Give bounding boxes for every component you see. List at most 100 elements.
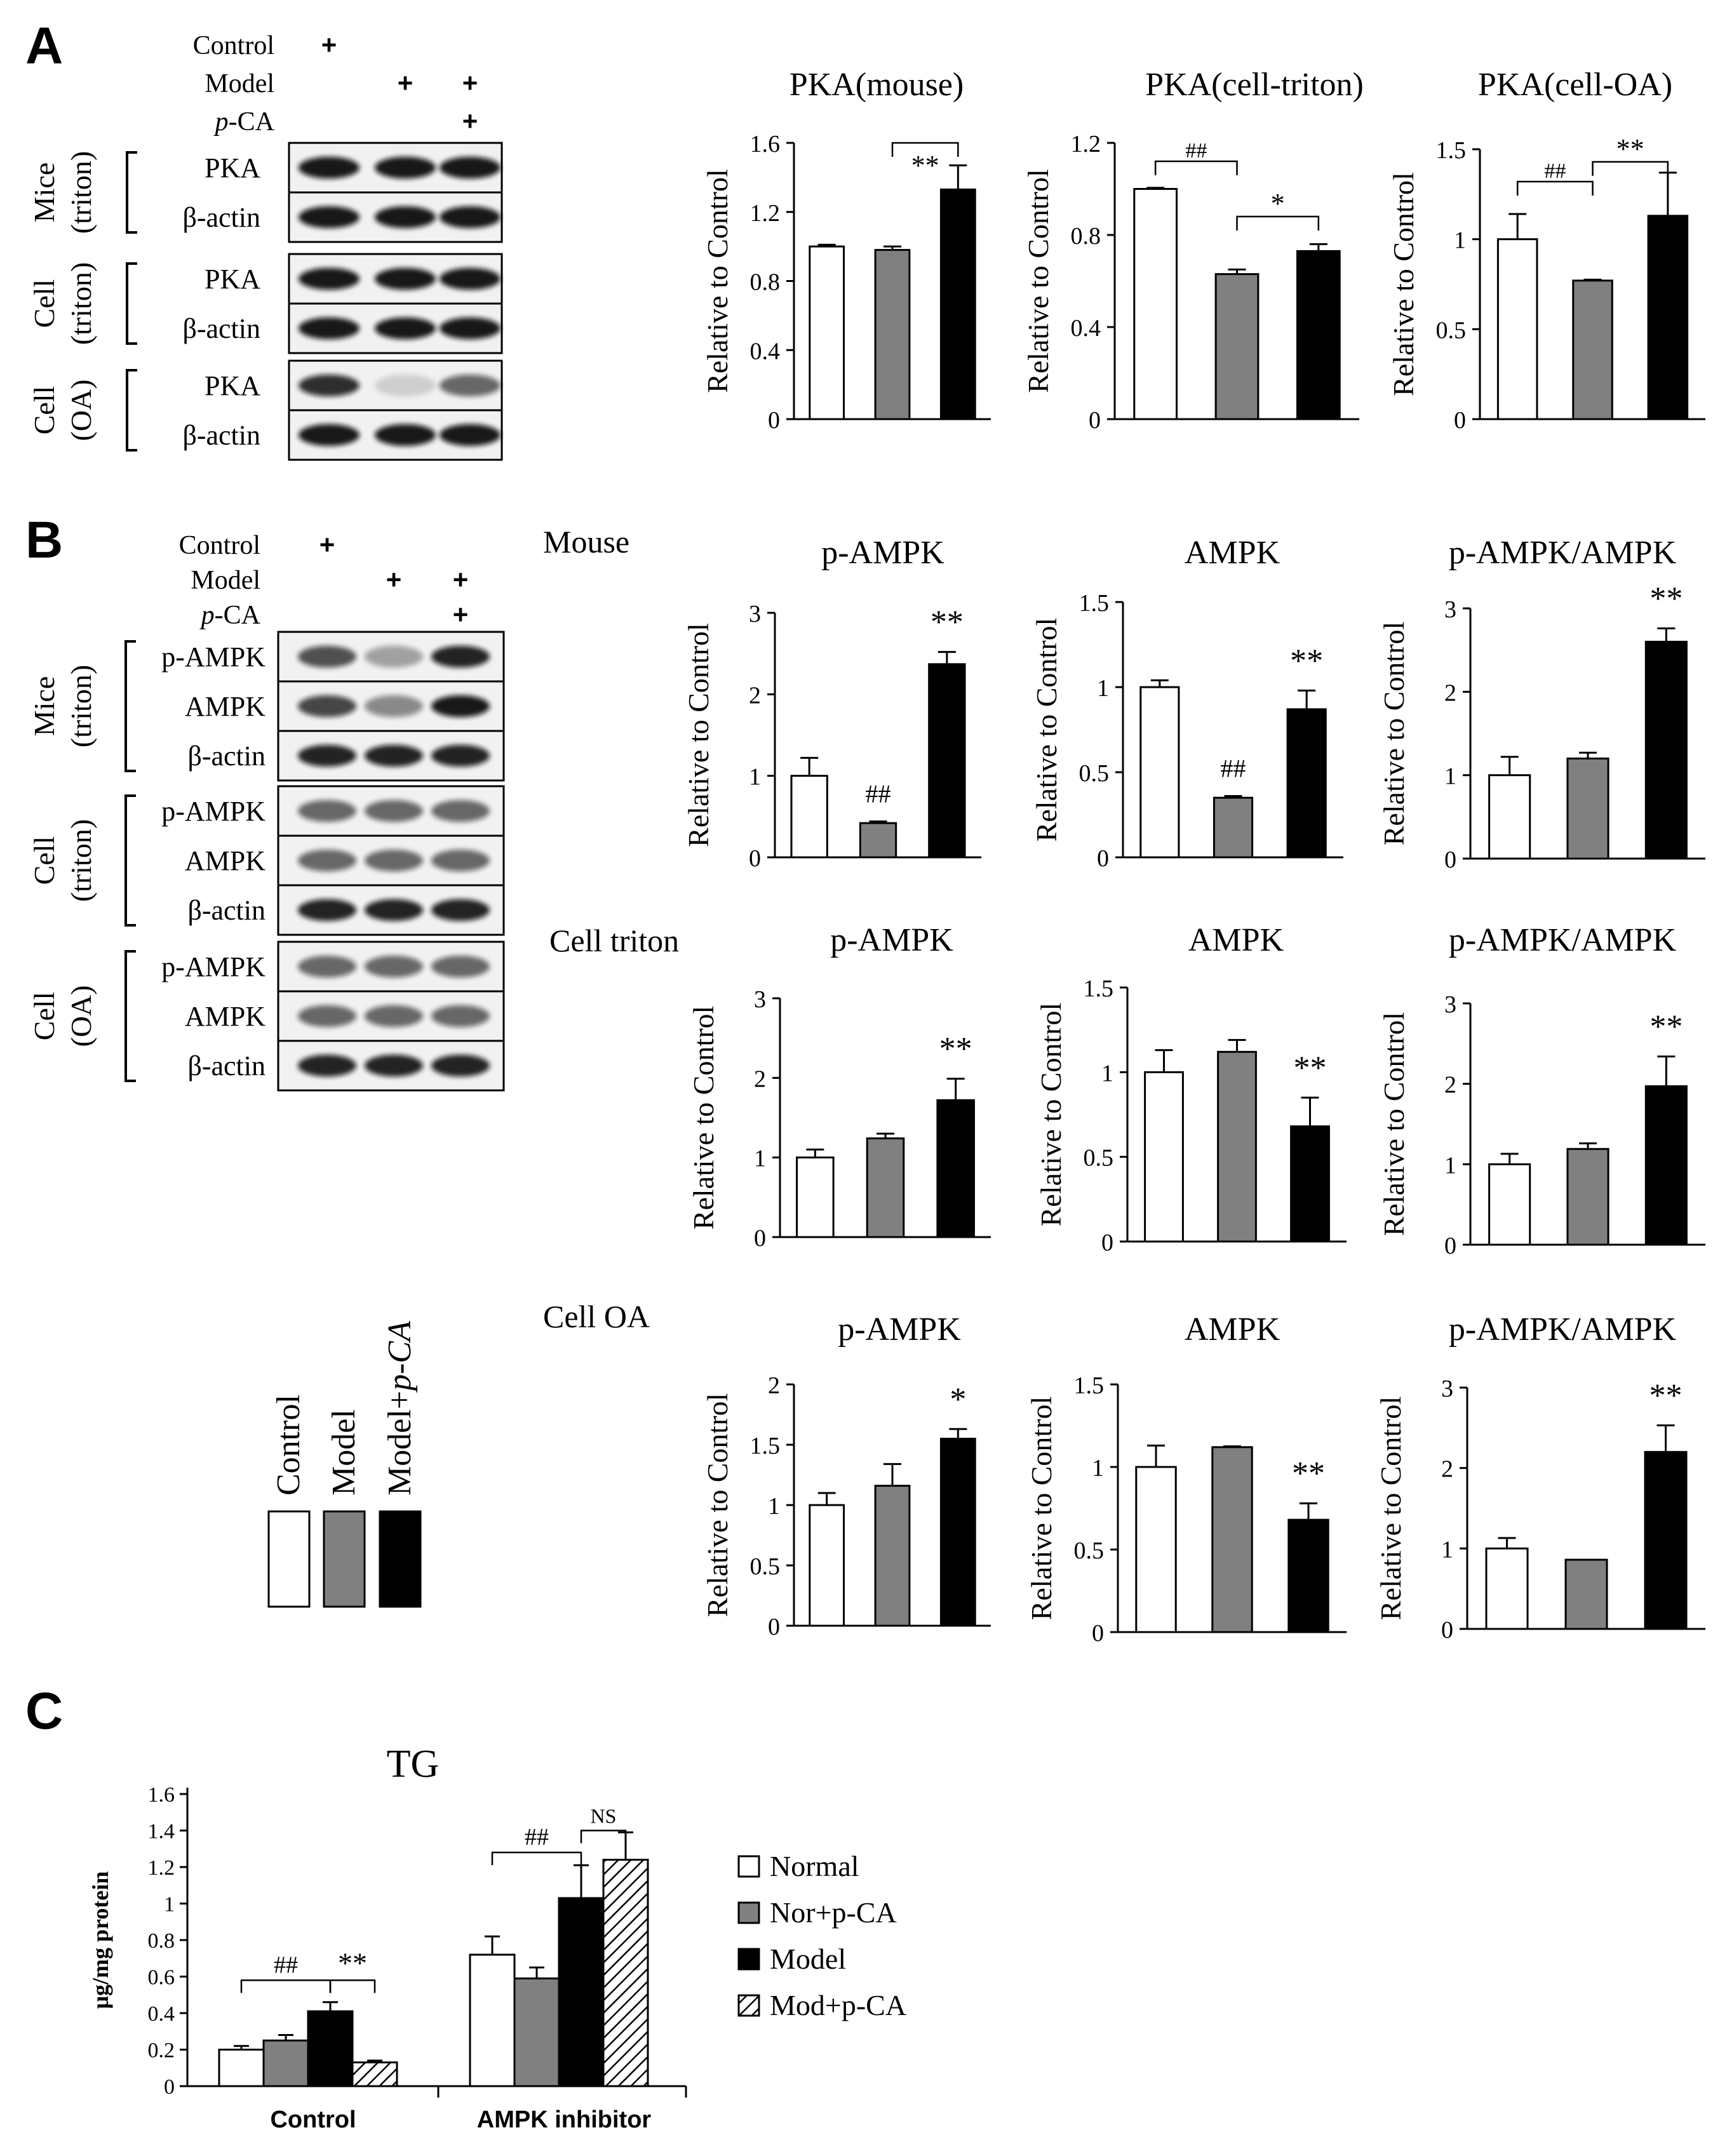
blot-row-label: PKA: [205, 370, 260, 401]
y-tick-label: 0: [1101, 1229, 1113, 1256]
legend-swatch-model: [323, 1510, 366, 1608]
y-tick-label: 1.2: [148, 1856, 175, 1880]
y-tick-label: 1: [1444, 763, 1456, 790]
y-axis-label: μg/mg protein: [88, 1871, 113, 2009]
y-tick-label: 0.5: [1079, 760, 1110, 787]
blot-band: [375, 156, 436, 179]
bar-control: [1485, 1547, 1529, 1630]
significance-bracket: [891, 142, 959, 157]
blot-band: [299, 424, 360, 446]
bar-model: [859, 822, 897, 859]
y-axis-label: Relative to Control: [682, 623, 715, 847]
chart-title: p-AMPK/AMPK: [1449, 922, 1677, 958]
blot-band: [375, 206, 436, 229]
bar-model: [874, 249, 911, 420]
blot-band: [365, 899, 423, 921]
significance-mark: **: [1616, 133, 1644, 164]
blot-band: [298, 744, 356, 767]
y-tick-label: 1.5: [1084, 975, 1114, 1002]
bar-model: [1564, 1558, 1608, 1630]
group-bracket: [126, 262, 137, 345]
treatment-label-p-ca: p-CA: [213, 107, 275, 137]
y-tick-label: 0.4: [750, 338, 781, 365]
bar-nor-p-ca: [262, 2039, 309, 2087]
blot-row-label: AMPK: [185, 845, 265, 876]
significance-mark: ##: [274, 1952, 298, 1978]
bar-model-p-ca: [939, 188, 976, 420]
y-tick-label: 3: [754, 986, 766, 1013]
y-axis-label: Relative to Control: [1025, 1396, 1058, 1621]
blot-band: [431, 645, 490, 668]
significance-bracket: [1154, 160, 1238, 175]
legend-b: Control Model Model+p-CA: [267, 1321, 422, 1608]
treatment-name: Control: [179, 531, 260, 560]
y-tick-label: 2: [1444, 1072, 1456, 1099]
bar-model: [1213, 796, 1254, 859]
legend-label: Nor+p-CA: [770, 1896, 897, 1929]
chart-title: p-AMPK/AMPK: [1449, 535, 1677, 571]
blot-band: [298, 899, 356, 921]
significance-bracket: [1236, 215, 1320, 231]
chart-title: AMPK: [1185, 1311, 1280, 1348]
blot-row-label: β-actin: [187, 895, 265, 926]
y-tick-label: 1: [1441, 1536, 1453, 1563]
blot-band: [440, 317, 501, 340]
panel-letter-c: C: [25, 1682, 63, 1740]
y-tick-label: 1: [1454, 227, 1466, 254]
y-tick-label: 3: [749, 601, 761, 627]
y-tick-label: 1.4: [148, 1820, 175, 1844]
significance-bracket: [240, 1979, 332, 1993]
bar-model: [874, 1485, 911, 1627]
bar-model-p-ca: [939, 1438, 976, 1627]
legend-swatch-model: [379, 1510, 422, 1608]
blot-band: [298, 955, 356, 978]
bar-control: [809, 245, 845, 420]
blot-band: [299, 156, 360, 179]
blot-band: [298, 800, 356, 822]
blot-band: [365, 695, 423, 718]
legend-swatch-control: [267, 1510, 311, 1608]
y-axis-label: Relative to Control: [1035, 1003, 1067, 1227]
legend-swatch: [737, 1994, 760, 2017]
y-tick-label: 1: [768, 1493, 780, 1520]
blot-row-label: PKA: [205, 264, 260, 295]
y-tick-label: 0.2: [148, 2039, 175, 2063]
bar-chart-b1: p-AMPK Relative to Control 0 1 2 3 ## **: [682, 535, 981, 872]
group-label: Cell: [28, 992, 60, 1041]
blot-band: [431, 849, 490, 872]
significance-mark: **: [1650, 1009, 1683, 1045]
legend-label: Model: [770, 1943, 846, 1975]
legend-label-text: Control: [271, 1395, 307, 1496]
blot-band: [440, 206, 501, 229]
bar-model-p-ca: [1644, 1085, 1688, 1246]
blot-row-label: p-AMPK: [161, 796, 265, 827]
y-tick-label: 0.4: [148, 2002, 175, 2026]
bar-model-p-ca: [1290, 1125, 1330, 1243]
chart-title: p-AMPK: [838, 1311, 961, 1348]
bar-model: [1214, 273, 1260, 420]
y-tick-label: 2: [1444, 680, 1456, 706]
bar-chart-b4: p-AMPK Relative to Control 0 1 2 3 **: [687, 922, 991, 1252]
group-label: Mice: [28, 676, 60, 737]
treatment-name: -CA: [215, 601, 261, 630]
blot-band: [365, 849, 423, 872]
bar-model: [558, 1897, 605, 2087]
blot-band: [440, 156, 501, 179]
y-tick-label: 1: [749, 764, 761, 791]
bar-control: [1488, 1163, 1531, 1246]
blot-band: [365, 645, 423, 668]
bar-model-p-ca: [1644, 641, 1688, 860]
blot-row-label: p-AMPK: [161, 641, 265, 673]
y-tick-label: 1.2: [1071, 131, 1101, 157]
blot-band: [299, 206, 360, 229]
bar-model-p-ca: [928, 663, 966, 859]
significance-bracket: [329, 1979, 376, 1993]
blot-band: [431, 955, 490, 978]
bar-control: [1139, 686, 1180, 859]
treatment-label-control: Control: [193, 31, 274, 60]
blot-band: [365, 955, 423, 978]
y-tick-label: 0: [768, 1614, 780, 1640]
legend-label: Model+p-CA: [382, 1321, 418, 1496]
group-bracket: [126, 151, 137, 234]
group-label: (triton): [65, 262, 97, 345]
